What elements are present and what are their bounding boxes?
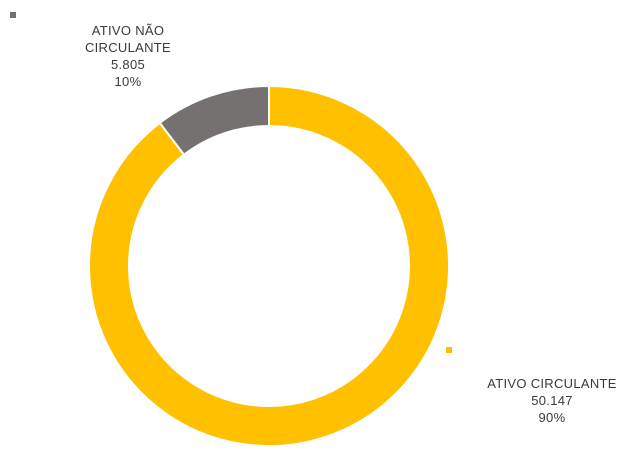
label-current-assets: ATIVO CIRCULANTE 50.147 90%	[462, 375, 642, 426]
label-non-current-value: 5.805	[110, 57, 146, 72]
slice-non-current-assets	[158, 84, 270, 157]
label-non-current-percent: 10%	[114, 74, 142, 89]
label-current-name: ATIVO CIRCULANTE	[487, 376, 617, 391]
label-current-percent: 90%	[538, 410, 566, 425]
label-non-current-name-line-1: ATIVO NÃO	[91, 23, 165, 38]
label-current-value: 50.147	[531, 393, 573, 408]
slice-current-assets	[88, 84, 450, 447]
legend-marker-non-current	[10, 12, 16, 18]
legend-marker-current	[446, 347, 452, 353]
slices-layer	[88, 84, 450, 447]
label-non-current-assets: ATIVO NÃO CIRCULANTE 5.805 10%	[68, 22, 188, 90]
label-non-current-name-line-2: CIRCULANTE	[84, 40, 172, 55]
